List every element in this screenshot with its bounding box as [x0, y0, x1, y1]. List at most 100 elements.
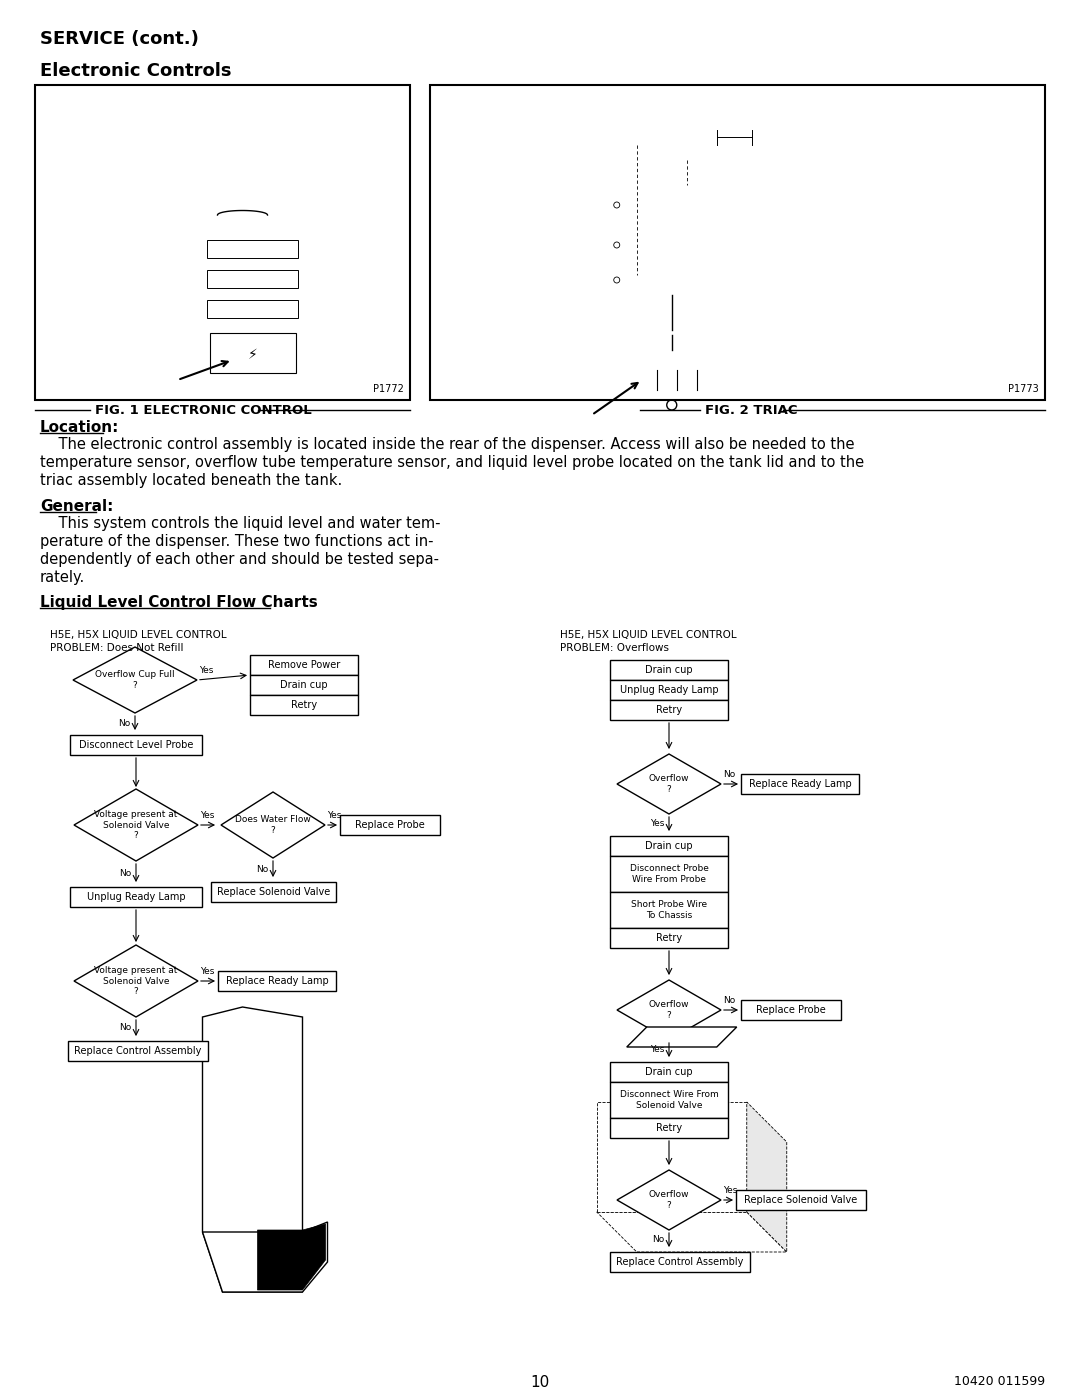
Text: No: No: [723, 770, 735, 780]
Text: Disconnect Probe
Wire From Probe: Disconnect Probe Wire From Probe: [630, 865, 708, 884]
Text: Short Probe Wire
To Chassis: Short Probe Wire To Chassis: [631, 900, 707, 919]
Text: The electronic control assembly is located inside the rear of the dispenser. Acc: The electronic control assembly is locat…: [40, 437, 854, 453]
Text: Yes: Yes: [723, 1186, 738, 1194]
FancyBboxPatch shape: [610, 1118, 728, 1139]
Text: No: No: [651, 1235, 664, 1245]
Text: Replace Ready Lamp: Replace Ready Lamp: [226, 977, 328, 986]
Text: Retry: Retry: [291, 700, 318, 710]
Polygon shape: [73, 647, 197, 712]
FancyBboxPatch shape: [340, 814, 440, 835]
FancyBboxPatch shape: [741, 1000, 841, 1020]
Text: Voltage present at
Solenoid Valve
?: Voltage present at Solenoid Valve ?: [94, 810, 178, 840]
Text: ⚡: ⚡: [247, 348, 257, 362]
Text: FIG. 2 TRIAC: FIG. 2 TRIAC: [705, 404, 797, 416]
Text: dependently of each other and should be tested sepa-: dependently of each other and should be …: [40, 552, 438, 567]
Text: H5E, H5X LIQUID LEVEL CONTROL: H5E, H5X LIQUID LEVEL CONTROL: [561, 630, 737, 640]
Polygon shape: [617, 981, 721, 1039]
Text: Yes: Yes: [200, 967, 214, 977]
Text: perature of the dispenser. These two functions act in-: perature of the dispenser. These two fun…: [40, 534, 433, 549]
Text: Electronic Controls: Electronic Controls: [40, 61, 231, 80]
Text: temperature sensor, overflow tube temperature sensor, and liquid level probe loc: temperature sensor, overflow tube temper…: [40, 455, 864, 469]
Polygon shape: [617, 754, 721, 814]
Text: Does Water Flow
?: Does Water Flow ?: [235, 816, 311, 834]
Polygon shape: [221, 792, 325, 858]
FancyBboxPatch shape: [249, 694, 357, 715]
Text: Replace Solenoid Valve: Replace Solenoid Valve: [744, 1194, 858, 1206]
FancyBboxPatch shape: [610, 680, 728, 700]
Text: Location:: Location:: [40, 420, 120, 434]
Polygon shape: [75, 944, 198, 1017]
Text: FIG. 1 ELECTRONIC CONTROL: FIG. 1 ELECTRONIC CONTROL: [95, 404, 312, 416]
FancyBboxPatch shape: [741, 774, 859, 793]
FancyBboxPatch shape: [610, 856, 728, 893]
Text: Overflow
?: Overflow ?: [649, 1000, 689, 1020]
FancyBboxPatch shape: [430, 85, 1045, 400]
Text: Drain cup: Drain cup: [280, 680, 328, 690]
FancyBboxPatch shape: [610, 1083, 728, 1118]
Text: Disconnect Wire From
Solenoid Valve: Disconnect Wire From Solenoid Valve: [620, 1090, 718, 1109]
FancyBboxPatch shape: [610, 835, 728, 856]
Text: Yes: Yes: [200, 812, 214, 820]
Text: P1773: P1773: [1009, 384, 1039, 394]
Text: SERVICE (cont.): SERVICE (cont.): [40, 29, 199, 47]
Text: Retry: Retry: [656, 1123, 683, 1133]
Text: Remove Power: Remove Power: [268, 659, 340, 671]
FancyBboxPatch shape: [610, 928, 728, 949]
Text: Overflow
?: Overflow ?: [649, 774, 689, 793]
Text: Voltage present at
Solenoid Valve
?: Voltage present at Solenoid Valve ?: [94, 967, 178, 996]
Polygon shape: [202, 1222, 327, 1292]
Polygon shape: [626, 1027, 737, 1046]
FancyBboxPatch shape: [610, 1062, 728, 1083]
FancyBboxPatch shape: [211, 332, 296, 373]
Polygon shape: [746, 1102, 786, 1252]
Text: PROBLEM: Does Not Refill: PROBLEM: Does Not Refill: [50, 643, 184, 652]
Text: Replace Solenoid Valve: Replace Solenoid Valve: [217, 887, 330, 897]
FancyBboxPatch shape: [249, 655, 357, 675]
FancyBboxPatch shape: [211, 882, 336, 902]
FancyBboxPatch shape: [610, 893, 728, 928]
Text: Replace Probe: Replace Probe: [756, 1004, 826, 1016]
Text: Drain cup: Drain cup: [645, 841, 692, 851]
FancyBboxPatch shape: [207, 300, 297, 319]
Polygon shape: [75, 789, 198, 861]
Text: No: No: [119, 869, 131, 877]
Text: Liquid Level Control Flow Charts: Liquid Level Control Flow Charts: [40, 595, 318, 610]
Polygon shape: [597, 1213, 786, 1252]
FancyBboxPatch shape: [218, 971, 336, 990]
Text: P1772: P1772: [373, 384, 404, 394]
FancyBboxPatch shape: [70, 735, 202, 754]
Polygon shape: [617, 1171, 721, 1229]
Text: No: No: [119, 1024, 131, 1032]
Text: No: No: [723, 996, 735, 1004]
FancyBboxPatch shape: [68, 1041, 208, 1060]
Text: Retry: Retry: [656, 933, 683, 943]
Text: No: No: [118, 718, 130, 728]
Text: PROBLEM: Overflows: PROBLEM: Overflows: [561, 643, 669, 652]
Text: Replace Probe: Replace Probe: [355, 820, 424, 830]
FancyBboxPatch shape: [610, 1252, 750, 1273]
Text: Yes: Yes: [199, 666, 214, 675]
Text: 10420 011599: 10420 011599: [954, 1375, 1045, 1389]
Text: Yes: Yes: [650, 1045, 664, 1055]
Text: Yes: Yes: [650, 820, 664, 828]
FancyBboxPatch shape: [735, 1190, 866, 1210]
FancyBboxPatch shape: [610, 700, 728, 719]
Text: Replace Control Assembly: Replace Control Assembly: [75, 1046, 202, 1056]
FancyBboxPatch shape: [207, 240, 297, 258]
Text: Drain cup: Drain cup: [645, 665, 692, 675]
Text: Replace Ready Lamp: Replace Ready Lamp: [748, 780, 851, 789]
FancyBboxPatch shape: [207, 270, 297, 288]
Text: Overflow Cup Full
?: Overflow Cup Full ?: [95, 671, 175, 690]
Text: triac assembly located beneath the tank.: triac assembly located beneath the tank.: [40, 474, 342, 488]
Text: Disconnect Level Probe: Disconnect Level Probe: [79, 740, 193, 750]
Text: Drain cup: Drain cup: [645, 1067, 692, 1077]
Text: This system controls the liquid level and water tem-: This system controls the liquid level an…: [40, 515, 441, 531]
FancyBboxPatch shape: [249, 675, 357, 694]
Polygon shape: [257, 1224, 325, 1289]
Text: Unplug Ready Lamp: Unplug Ready Lamp: [86, 893, 186, 902]
Text: Replace Control Assembly: Replace Control Assembly: [617, 1257, 744, 1267]
Text: No: No: [256, 865, 268, 873]
Text: H5E, H5X LIQUID LEVEL CONTROL: H5E, H5X LIQUID LEVEL CONTROL: [50, 630, 227, 640]
Polygon shape: [202, 1007, 302, 1292]
Text: Yes: Yes: [327, 812, 341, 820]
